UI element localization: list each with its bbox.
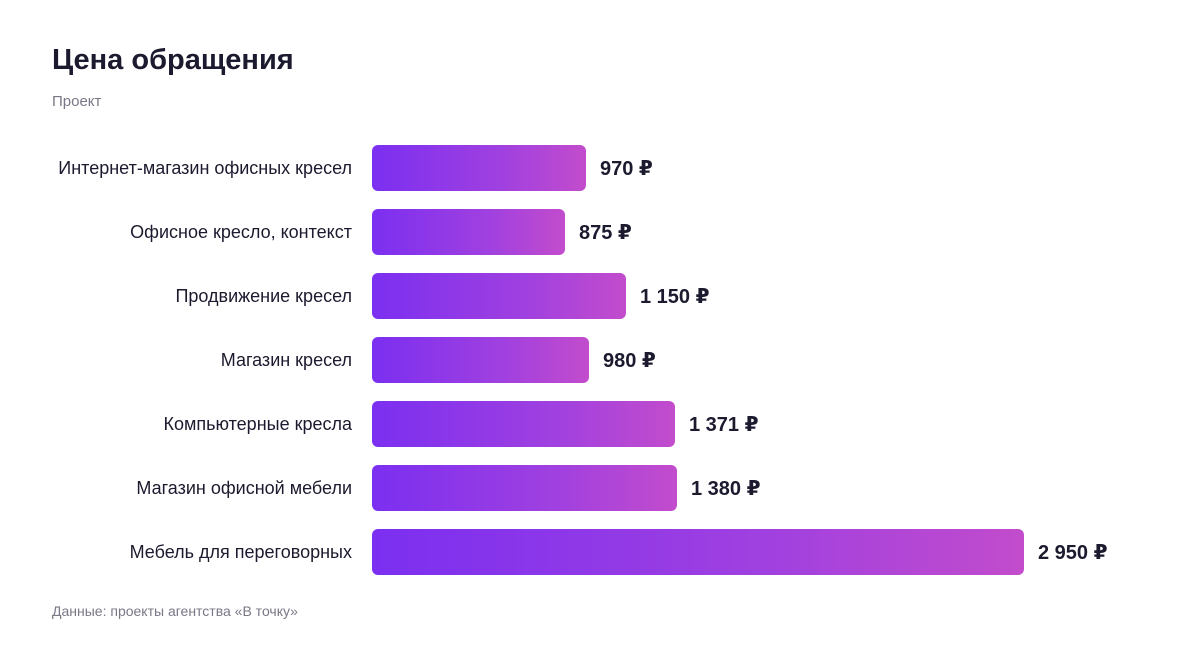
bar-row: Интернет-магазин офисных кресел 970 ₽ bbox=[0, 145, 1200, 191]
bar bbox=[372, 401, 675, 447]
bar-row: Продвижение кресел 1 150 ₽ bbox=[0, 273, 1200, 319]
bar bbox=[372, 209, 565, 255]
chart-title: Цена обращения bbox=[52, 44, 294, 76]
bar bbox=[372, 529, 1024, 575]
bar bbox=[372, 337, 589, 383]
bar bbox=[372, 465, 677, 511]
category-label: Продвижение кресел bbox=[175, 285, 352, 306]
value-label: 1 371 ₽ bbox=[689, 413, 759, 436]
category-label: Интернет-магазин офисных кресел bbox=[58, 157, 352, 178]
value-label: 970 ₽ bbox=[600, 157, 653, 180]
value-label: 980 ₽ bbox=[603, 349, 656, 372]
bar-row: Магазин офисной мебели 1 380 ₽ bbox=[0, 465, 1200, 511]
value-label: 875 ₽ bbox=[579, 221, 632, 244]
category-label: Магазин кресел bbox=[220, 349, 352, 370]
bar-row: Компьютерные кресла 1 371 ₽ bbox=[0, 401, 1200, 447]
source-note: Данные: проекты агентства «В точку» bbox=[52, 603, 298, 619]
bar-row: Офисное кресло, контекст 875 ₽ bbox=[0, 209, 1200, 255]
chart-subtitle: Проект bbox=[52, 93, 102, 110]
category-label: Магазин офисной мебели bbox=[136, 477, 352, 498]
bar bbox=[372, 145, 586, 191]
bar-row: Магазин кресел 980 ₽ bbox=[0, 337, 1200, 383]
bar bbox=[372, 273, 626, 319]
value-label: 1 150 ₽ bbox=[640, 285, 710, 308]
category-label: Компьютерные кресла bbox=[163, 413, 352, 434]
category-label: Мебель для переговорных bbox=[129, 541, 352, 562]
bar-row: Мебель для переговорных 2 950 ₽ bbox=[0, 529, 1200, 575]
value-label: 1 380 ₽ bbox=[691, 477, 761, 500]
value-label: 2 950 ₽ bbox=[1038, 541, 1108, 564]
category-label: Офисное кресло, контекст bbox=[130, 221, 352, 242]
